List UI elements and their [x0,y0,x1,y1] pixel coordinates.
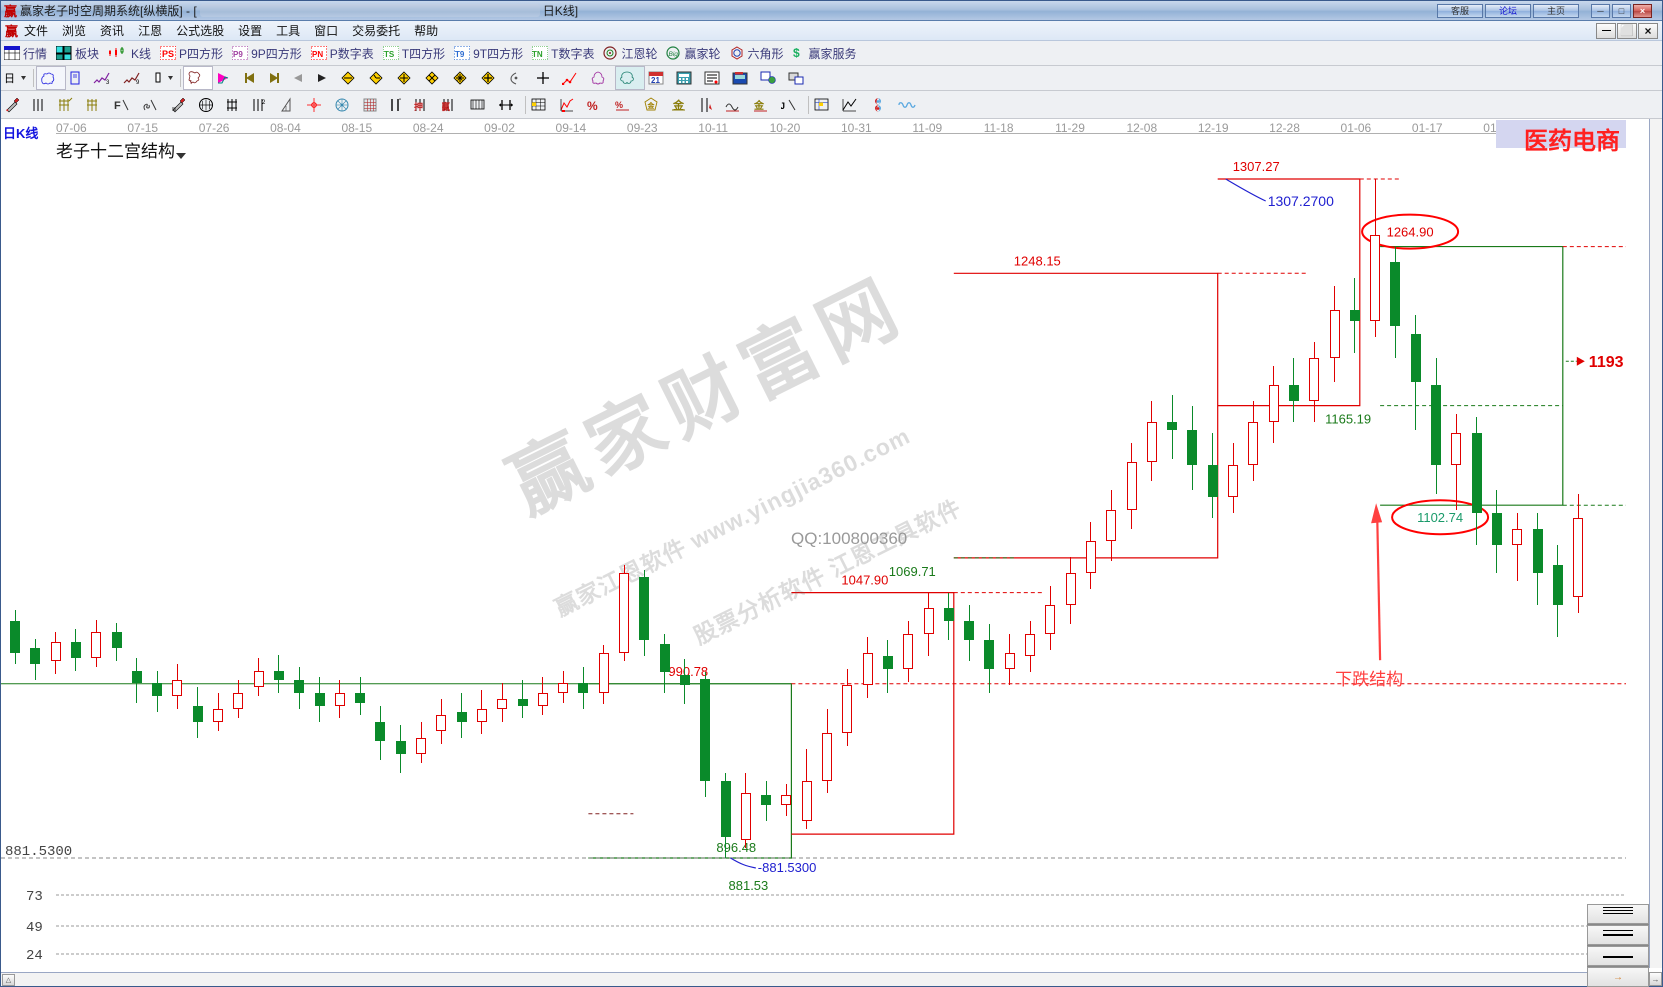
svg-text:赢: 赢 [442,101,450,112]
svg-text:$: $ [793,46,800,60]
svg-text:": " [399,99,401,105]
svg-text:T9: T9 [455,50,465,59]
svg-text:3: 3 [106,80,110,85]
svg-text:Big: Big [669,51,679,58]
svg-text:金: 金 [753,99,765,112]
svg-text:J: J [781,101,785,111]
svg-text:2: 2 [262,100,266,106]
svg-text:%: % [615,100,623,110]
svg-text:金: 金 [647,101,656,110]
svg-text:F: F [114,100,121,112]
svg-text:日: 日 [4,73,15,85]
svg-text:PN: PN [312,50,323,59]
svg-text:TS: TS [384,50,395,59]
svg-text:9: 9 [136,80,140,85]
svg-text:TN: TN [532,50,543,59]
svg-text:PS: PS [162,49,174,59]
svg-text:P9: P9 [233,50,243,59]
svg-text:押: 押 [414,101,423,112]
svg-text:%: % [587,99,598,112]
svg-text:21: 21 [651,76,660,85]
